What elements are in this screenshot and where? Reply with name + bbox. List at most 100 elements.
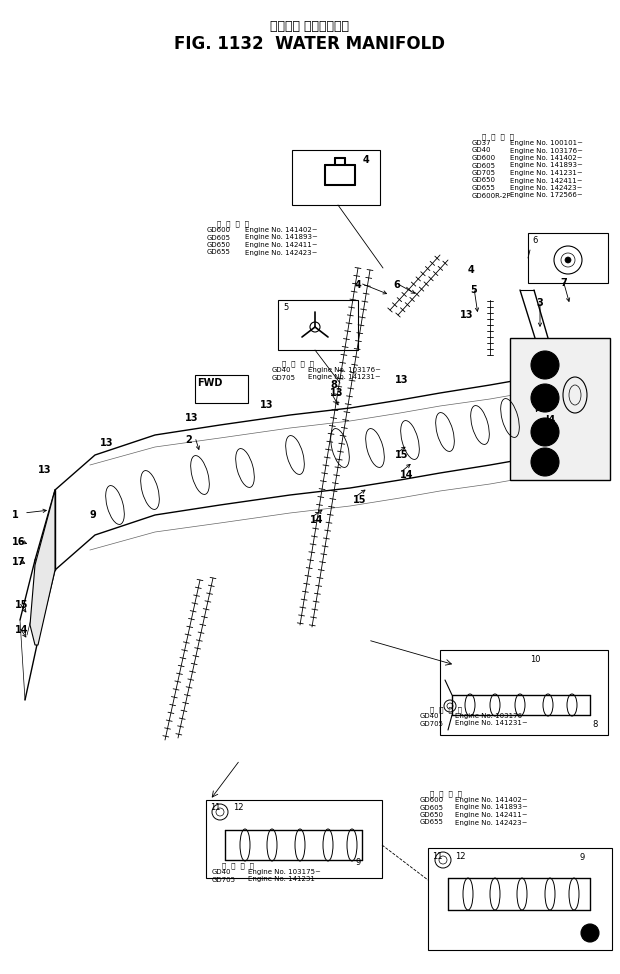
Text: 3: 3	[536, 298, 542, 308]
Text: 適  用  年  式: 適 用 年 式	[222, 862, 254, 869]
Text: 適  用  年  式: 適 用 年 式	[482, 133, 514, 139]
Text: Engine No. 141231~: Engine No. 141231~	[510, 170, 583, 176]
Text: 適  用  年  式: 適 用 年 式	[430, 790, 462, 797]
Text: 13: 13	[38, 465, 51, 475]
Text: GD605: GD605	[420, 805, 444, 810]
Text: GD40: GD40	[272, 367, 291, 373]
Text: Engine No. 103176~: Engine No. 103176~	[455, 713, 528, 719]
Text: 1: 1	[12, 510, 19, 520]
Polygon shape	[510, 338, 610, 480]
Text: Engine No. 141231~: Engine No. 141231~	[455, 721, 528, 727]
Text: ウォータ マニホールド: ウォータ マニホールド	[270, 20, 350, 33]
Text: 11: 11	[210, 803, 221, 812]
Text: 13: 13	[100, 438, 113, 448]
Text: 9: 9	[356, 858, 361, 867]
Text: GD705: GD705	[212, 877, 236, 882]
Text: GD37: GD37	[472, 140, 492, 146]
Text: 7: 7	[560, 278, 567, 288]
Text: 適  用  年  式: 適 用 年 式	[430, 706, 462, 713]
Text: Engine No. 141231~: Engine No. 141231~	[308, 374, 381, 381]
Text: GD40: GD40	[472, 147, 492, 154]
Text: GD600R-2P: GD600R-2P	[472, 193, 511, 199]
Text: 適  用  年  式: 適 用 年 式	[282, 360, 314, 366]
Text: 16: 16	[12, 537, 25, 547]
Text: GD600: GD600	[472, 155, 496, 161]
Text: GD605: GD605	[472, 163, 496, 169]
Text: 13: 13	[185, 413, 198, 423]
Text: Engine No. 100101~: Engine No. 100101~	[510, 140, 583, 146]
Text: Engine No. 141402~: Engine No. 141402~	[455, 797, 528, 803]
Text: 6: 6	[532, 236, 538, 245]
Text: FWD: FWD	[197, 378, 223, 388]
Ellipse shape	[537, 424, 553, 440]
Text: 13: 13	[395, 375, 409, 385]
Circle shape	[581, 924, 599, 942]
Text: 適  用  年  式: 適 用 年 式	[217, 220, 249, 227]
Text: I4: I4	[545, 415, 556, 425]
Text: Engine No. 142411~: Engine No. 142411~	[245, 242, 317, 248]
Text: 9: 9	[90, 510, 97, 520]
Text: GD705: GD705	[472, 170, 496, 176]
Ellipse shape	[537, 357, 553, 373]
Ellipse shape	[531, 351, 559, 379]
Text: 8: 8	[330, 380, 337, 390]
Text: Engine No. 142411~: Engine No. 142411~	[455, 812, 528, 818]
Text: Engine No. 103175~: Engine No. 103175~	[248, 869, 321, 875]
Text: FIG. 1132  WATER MANIFOLD: FIG. 1132 WATER MANIFOLD	[174, 35, 446, 53]
Text: GD655: GD655	[420, 819, 444, 826]
Text: Engine No. 142423~: Engine No. 142423~	[245, 249, 317, 255]
Text: 15: 15	[353, 495, 366, 505]
Text: Engine No. 141893~: Engine No. 141893~	[245, 235, 318, 241]
Text: GD655: GD655	[472, 185, 496, 191]
Text: GD655: GD655	[207, 249, 231, 255]
Text: GD705: GD705	[420, 721, 444, 727]
Text: 12: 12	[233, 803, 244, 812]
Text: 5: 5	[283, 303, 288, 312]
Text: Engine No. 142423~: Engine No. 142423~	[455, 819, 528, 826]
Text: 11: 11	[432, 852, 443, 861]
Text: 4: 4	[468, 265, 475, 275]
Text: GD40: GD40	[212, 869, 231, 875]
Text: Engine No. 142423~: Engine No. 142423~	[510, 185, 583, 191]
Text: Engine No. 141402~: Engine No. 141402~	[245, 227, 317, 233]
Text: Engine No. 172566~: Engine No. 172566~	[510, 193, 583, 199]
Ellipse shape	[537, 390, 553, 406]
Text: GD650: GD650	[420, 812, 444, 818]
Text: 15: 15	[15, 600, 29, 610]
Text: 13: 13	[460, 310, 474, 320]
Ellipse shape	[531, 418, 559, 446]
Text: GD650: GD650	[472, 177, 496, 183]
Text: 15: 15	[540, 395, 554, 405]
Text: GD605: GD605	[207, 235, 231, 241]
Text: 4: 4	[355, 280, 361, 290]
Text: GD650: GD650	[207, 242, 231, 248]
Text: Engine No. 141893~: Engine No. 141893~	[510, 163, 583, 169]
Text: 5: 5	[470, 285, 477, 295]
Text: 15: 15	[395, 450, 409, 460]
Text: Engine No. 141231~: Engine No. 141231~	[248, 877, 321, 882]
Text: 4: 4	[363, 155, 370, 165]
Text: 17: 17	[12, 557, 25, 567]
Text: 2: 2	[185, 435, 192, 445]
Text: 14: 14	[15, 625, 29, 635]
Text: Engine No. 141402~: Engine No. 141402~	[510, 155, 583, 161]
Ellipse shape	[537, 454, 553, 470]
Text: GD40: GD40	[420, 713, 440, 719]
Text: 10: 10	[530, 655, 541, 664]
Ellipse shape	[531, 448, 559, 476]
Ellipse shape	[542, 395, 548, 401]
Text: 9: 9	[580, 853, 585, 862]
Text: 13: 13	[330, 388, 343, 398]
Text: GD600: GD600	[207, 227, 231, 233]
Text: GD705: GD705	[272, 374, 296, 381]
Ellipse shape	[531, 384, 559, 412]
Text: GD600: GD600	[420, 797, 444, 803]
Text: Engine No. 142411~: Engine No. 142411~	[510, 177, 583, 183]
Text: 13: 13	[260, 400, 273, 410]
Ellipse shape	[542, 429, 548, 435]
Text: 14: 14	[400, 470, 414, 480]
Text: 9A: 9A	[582, 930, 593, 939]
Circle shape	[565, 257, 571, 263]
Text: 14: 14	[310, 515, 324, 525]
Text: Engine No. 103176~: Engine No. 103176~	[510, 147, 583, 154]
